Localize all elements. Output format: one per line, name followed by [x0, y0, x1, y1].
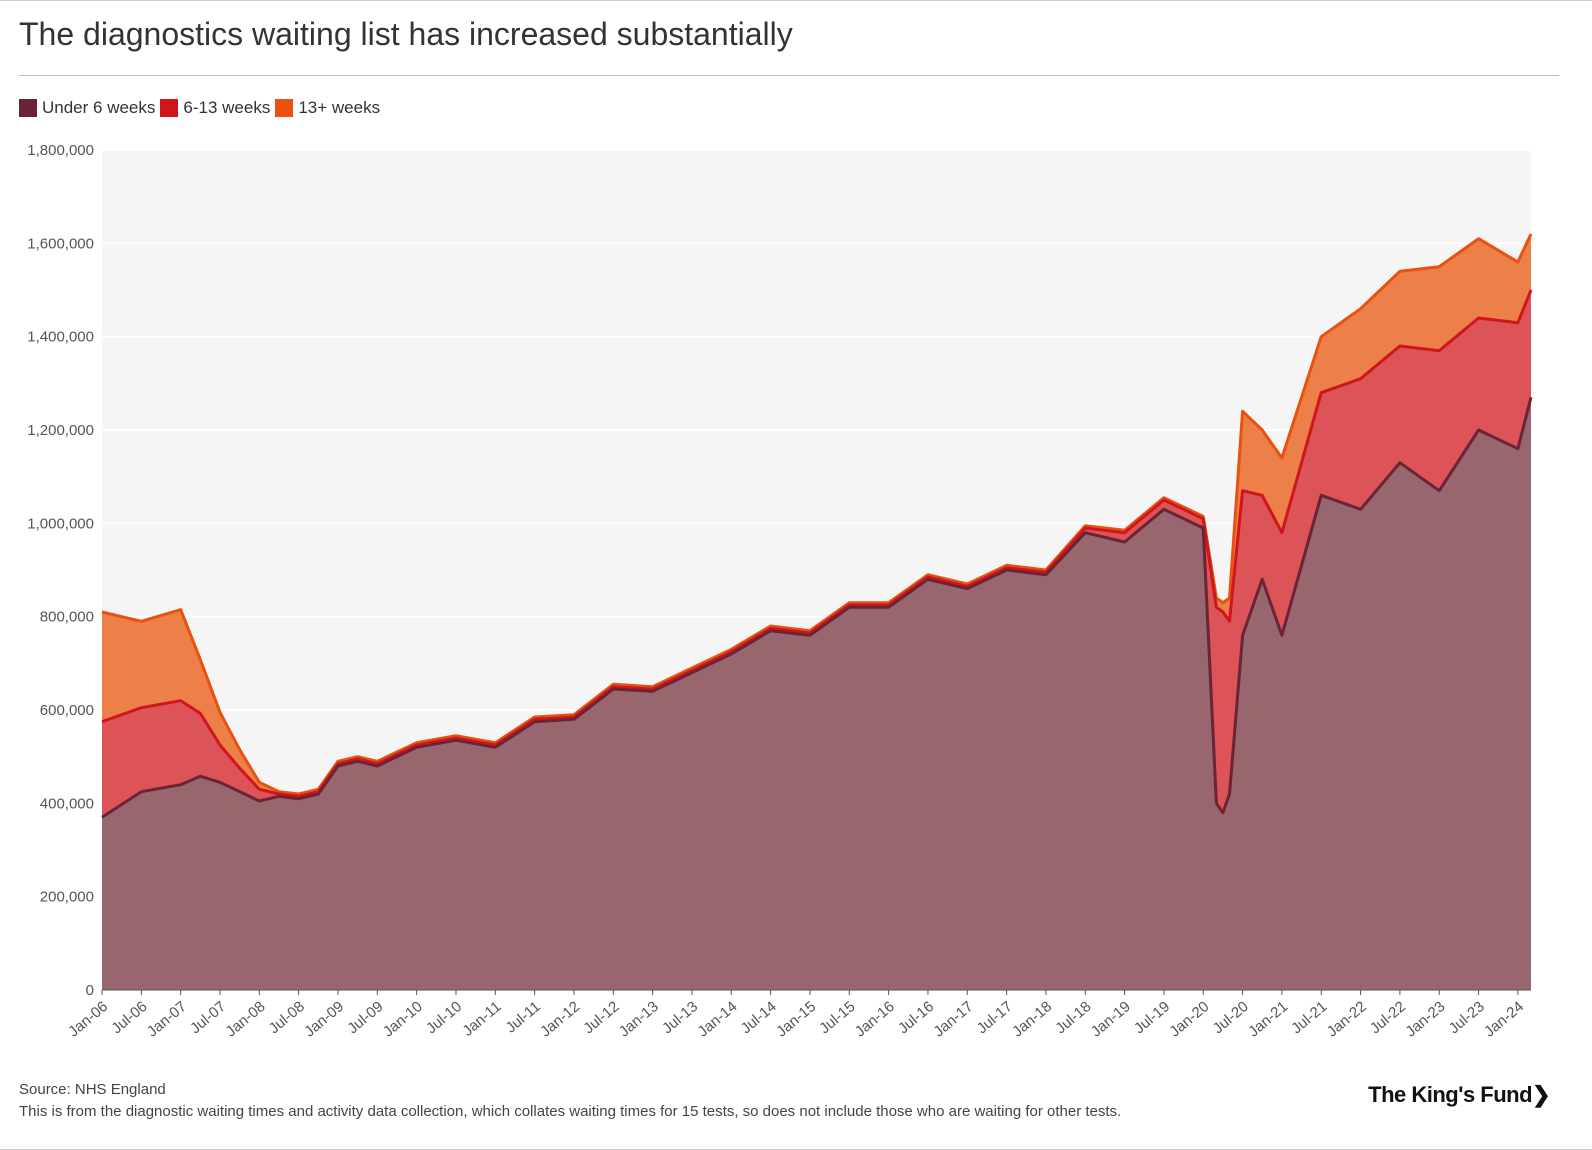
- y-tick-label: 1,600,000: [27, 235, 94, 252]
- x-tick-label: Jan-10: [380, 998, 426, 1041]
- legend-swatch-under-6-weeks: [19, 99, 37, 117]
- legend-item-13-plus-weeks: 13+ weeks: [275, 98, 380, 118]
- chart-title: The diagnostics waiting list has increas…: [19, 16, 793, 52]
- legend-label-under-6-weeks: Under 6 weeks: [42, 98, 156, 117]
- x-tick-label: Jul-12: [580, 998, 622, 1037]
- x-tick-label: Jul-15: [816, 998, 858, 1037]
- x-tick-label: Jul-23: [1446, 998, 1488, 1037]
- y-tick-label: 1,000,000: [27, 515, 94, 532]
- x-tick-label: Jan-23: [1402, 998, 1448, 1041]
- x-tick-label: Jan-17: [930, 998, 976, 1041]
- top-border: [0, 0, 1592, 1]
- x-tick-label: Jul-18: [1052, 998, 1094, 1037]
- y-tick-label: 600,000: [40, 702, 94, 719]
- x-tick-label: Jan-21: [1245, 998, 1291, 1041]
- x-tick-label: Jul-22: [1367, 998, 1409, 1037]
- legend-swatch-13-plus-weeks: [275, 99, 294, 117]
- x-tick-label: Jul-14: [738, 998, 780, 1037]
- legend-label-6-13-weeks: 6-13 weeks: [183, 98, 271, 117]
- x-tick-label: Jul-17: [974, 998, 1016, 1037]
- x-tick-label: Jan-13: [616, 998, 662, 1041]
- legend-label-13-plus-weeks: 13+ weeks: [298, 98, 381, 117]
- title-divider: [19, 75, 1559, 76]
- x-tick-label: Jan-22: [1324, 998, 1370, 1041]
- y-tick-label: 200,000: [40, 889, 94, 906]
- x-tick-label: Jan-11: [459, 998, 504, 1040]
- legend-item-6-13-weeks: 6-13 weeks: [160, 98, 270, 118]
- legend-item-under-6-weeks: Under 6 weeks: [19, 98, 155, 118]
- stacked-area-chart: 0 200,000 400,000 600,000 800,000 1,000,000 1,…: [27, 142, 1533, 1041]
- logo-text: The King's Fund: [1368, 1082, 1533, 1107]
- x-tick-label: Jul-06: [108, 998, 150, 1037]
- legend: Under 6 weeks 6-13 weeks 13+ weeks: [19, 98, 385, 118]
- line-under-6-weeks: [101, 396, 1533, 819]
- y-tick-label: 400,000: [40, 795, 94, 812]
- x-tick-label: Jan-24: [1481, 998, 1527, 1041]
- kings-fund-logo: The King's Fund❯: [1368, 1082, 1550, 1108]
- x-tick-label: Jan-20: [1166, 998, 1212, 1041]
- x-tick-label: Jul-11: [503, 998, 544, 1037]
- y-tick-label: 0: [86, 982, 94, 999]
- legend-swatch-6-13-weeks: [160, 99, 179, 117]
- x-tick-label: Jan-19: [1088, 998, 1134, 1041]
- line-13-weeks: [101, 233, 1533, 796]
- x-tick-label: Jan-12: [537, 998, 583, 1041]
- x-tick-label: Jan-06: [65, 998, 111, 1041]
- x-tick-label: Jul-09: [344, 998, 386, 1037]
- x-tick-label: Jan-18: [1009, 998, 1055, 1041]
- x-tick-label: Jul-07: [187, 998, 229, 1037]
- x-tick-label: Jan-08: [223, 998, 269, 1041]
- source-note: Source: NHS England: [19, 1081, 166, 1098]
- footnote: This is from the diagnostic waiting time…: [19, 1103, 1122, 1120]
- y-tick-label: 800,000: [40, 609, 94, 626]
- logo-chevron-icon: ❯: [1532, 1082, 1550, 1107]
- x-tick-label: Jul-13: [659, 998, 701, 1037]
- x-tick-label: Jan-14: [694, 998, 740, 1041]
- x-tick-label: Jul-21: [1288, 998, 1330, 1037]
- x-tick-label: Jul-08: [266, 998, 308, 1037]
- y-tick-label: 1,400,000: [27, 329, 94, 346]
- y-tick-label: 1,800,000: [27, 142, 94, 159]
- x-tick-label: Jul-19: [1131, 998, 1173, 1037]
- x-tick-label: Jul-10: [423, 998, 465, 1037]
- x-tick-label: Jul-16: [895, 998, 937, 1037]
- area-under-6-weeks: [102, 397, 1531, 990]
- line-6-13-weeks: [101, 289, 1533, 798]
- x-tick-label: Jan-16: [852, 998, 898, 1041]
- x-tick-label: Jan-07: [144, 998, 190, 1041]
- y-tick-label: 1,200,000: [27, 422, 94, 439]
- x-tick-label: Jul-20: [1210, 998, 1252, 1037]
- x-tick-label: Jan-09: [301, 998, 347, 1041]
- x-tick-label: Jan-15: [773, 998, 819, 1041]
